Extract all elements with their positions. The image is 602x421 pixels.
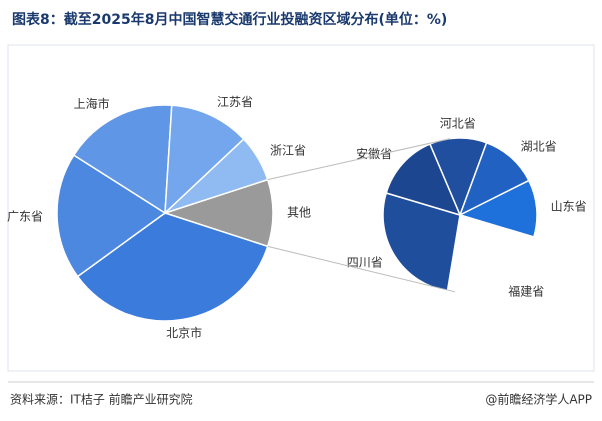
pie-slice — [72, 104, 173, 215]
slice-label: 福建省 — [508, 284, 544, 299]
pie-slice — [56, 154, 167, 278]
slice-label: 山东省 — [551, 200, 587, 214]
connector — [267, 138, 451, 181]
pie-slice — [446, 214, 535, 293]
chart-title: 图表8：截至2025年8月中国智慧交通行业投融资区域分布(单位：%) — [12, 11, 447, 28]
chart-frame — [7, 44, 595, 372]
slice-label: 四川省 — [347, 256, 383, 270]
brand: @前瞻经济学人APP — [485, 392, 592, 407]
slice-label: 湖北省 — [521, 139, 557, 154]
connector — [267, 245, 456, 293]
slice-label: 上海市 — [74, 96, 110, 111]
slice-label: 浙江省 — [270, 143, 306, 157]
pie-slice — [164, 138, 269, 214]
source: 资料来源：IT桔子 前瞻产业研究院 — [10, 392, 193, 407]
slice-label: 河北省 — [440, 117, 476, 131]
pie-slice — [76, 212, 269, 322]
slice-label: 安徽省 — [356, 146, 392, 161]
pie-slice — [382, 192, 461, 292]
slice-label: 北京市 — [166, 325, 202, 340]
slice-label: 广东省 — [7, 209, 43, 223]
pie-slice — [164, 104, 245, 215]
pie-slice — [385, 143, 462, 217]
slice-label: 江苏省 — [217, 95, 253, 109]
slice-label: 其他 — [287, 206, 311, 220]
